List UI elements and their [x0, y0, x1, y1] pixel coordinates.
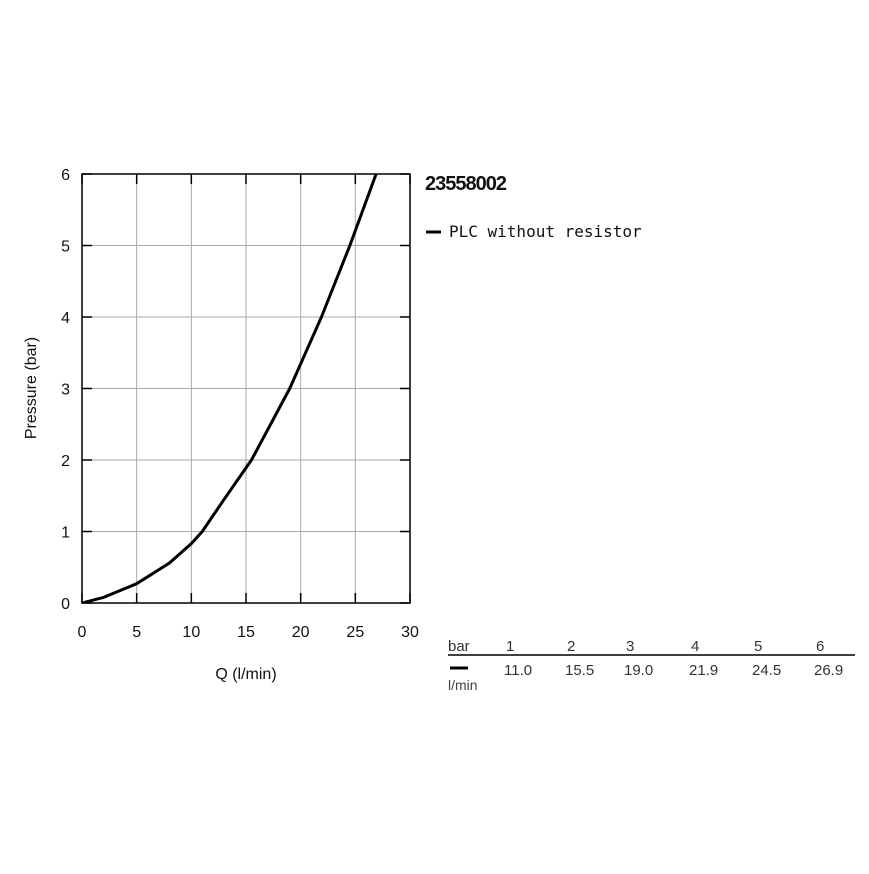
y-tick-label: 1 [61, 525, 70, 542]
x-tick-label: 5 [132, 624, 141, 641]
x-tick-label: 15 [237, 624, 255, 641]
table-cell: 21.9 [689, 662, 718, 679]
table-header-cell: 2 [567, 638, 575, 655]
y-tick-label: 0 [61, 596, 70, 613]
legend-label: PLC without resistor [449, 222, 642, 241]
y-tick-label: 6 [61, 167, 70, 184]
table-header-cell: 3 [626, 638, 634, 655]
y-tick-label: 2 [61, 453, 70, 470]
x-tick-label: 30 [401, 624, 419, 641]
table-header-cell: 6 [816, 638, 824, 655]
y-tick-label: 3 [61, 382, 70, 399]
x-tick-label: 25 [346, 624, 364, 641]
y-tick-label: 4 [61, 310, 70, 327]
x-axis-label: Q (l/min) [215, 666, 276, 683]
table-cell: 11.0 [504, 662, 532, 679]
x-tick-label: 10 [182, 624, 200, 641]
table-cell: l/min [448, 677, 478, 693]
table-header-cell: 4 [691, 638, 699, 655]
table-cell: 24.5 [752, 662, 781, 679]
chart-title: 23558002 [425, 173, 507, 195]
x-tick-label: 0 [78, 624, 87, 641]
table-header-cell: 1 [506, 638, 514, 655]
y-axis-label: Pressure (bar) [23, 337, 40, 439]
x-tick-label: 20 [292, 624, 310, 641]
table-header-cell: 5 [754, 638, 762, 655]
table-header-cell: bar [448, 638, 470, 655]
data-line [82, 174, 378, 603]
table-cell: 26.9 [814, 662, 843, 679]
y-tick-label: 5 [61, 239, 70, 256]
table-cell: 15.5 [565, 662, 594, 679]
table-cell: 19.0 [624, 662, 653, 679]
plot-frame [81, 173, 411, 604]
